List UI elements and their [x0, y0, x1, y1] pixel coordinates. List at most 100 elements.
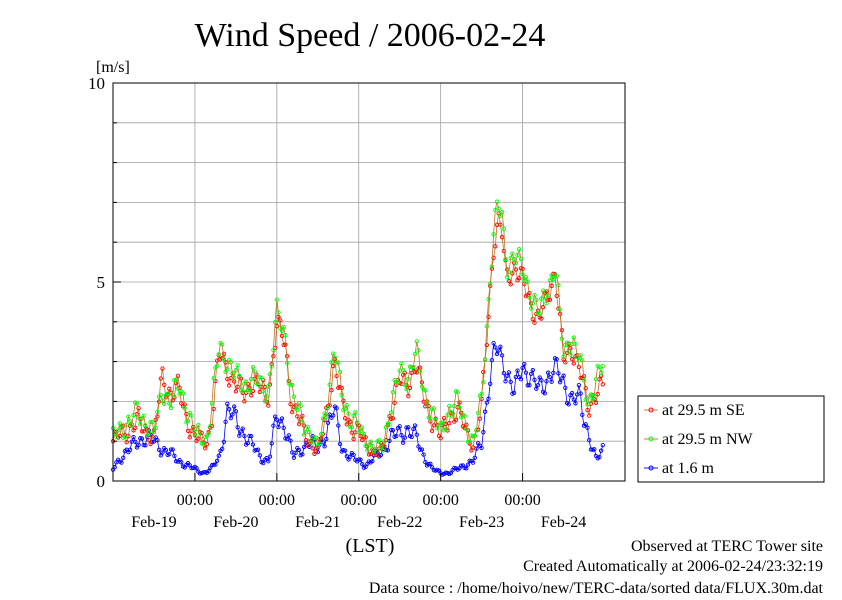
data-point	[129, 422, 134, 427]
data-point	[187, 435, 192, 440]
data-point	[153, 417, 158, 423]
data-point	[406, 394, 411, 399]
data-point	[520, 266, 525, 271]
data-point	[440, 420, 445, 425]
data-point	[247, 389, 252, 395]
data-point	[546, 297, 551, 303]
data-point	[452, 403, 457, 409]
data-point	[194, 426, 199, 432]
data-point	[296, 421, 302, 427]
data-point	[320, 416, 326, 421]
data-point	[170, 398, 175, 403]
data-point	[368, 439, 373, 444]
data-point	[486, 396, 491, 401]
data-point	[310, 441, 315, 446]
data-point	[158, 392, 163, 398]
data-point	[143, 443, 148, 448]
legend-label: at 29.5 m NW	[662, 431, 754, 448]
data-point	[249, 393, 254, 398]
data-point	[133, 425, 138, 430]
data-point	[293, 450, 298, 455]
data-point	[578, 375, 583, 381]
data-point	[148, 441, 153, 447]
data-point	[568, 346, 573, 351]
data-point	[387, 422, 392, 427]
data-point	[464, 466, 469, 471]
data-point	[156, 447, 162, 452]
data-point	[587, 437, 592, 443]
data-point	[194, 466, 199, 471]
data-point	[534, 386, 539, 391]
data-point	[505, 373, 510, 378]
data-point	[557, 307, 563, 312]
data-point	[518, 256, 524, 261]
data-point	[160, 398, 165, 403]
data-point	[300, 413, 305, 419]
data-point	[214, 358, 220, 363]
data-point	[515, 252, 520, 258]
data-point	[240, 426, 245, 431]
data-point	[274, 297, 279, 302]
data-point	[481, 430, 486, 435]
data-point	[501, 248, 506, 254]
data-point	[284, 360, 290, 366]
data-point	[235, 425, 240, 430]
data-point	[528, 306, 534, 311]
data-point	[298, 403, 303, 409]
data-point	[276, 424, 281, 430]
data-point	[158, 376, 163, 381]
data-point	[546, 293, 551, 298]
data-point	[491, 340, 496, 346]
date-label: Feb-19	[131, 514, 176, 531]
data-point	[331, 351, 336, 356]
data-point	[467, 458, 472, 463]
data-point	[216, 352, 221, 357]
data-point	[351, 413, 356, 419]
data-point	[370, 444, 375, 449]
data-point	[346, 411, 351, 416]
data-point	[136, 406, 141, 411]
data-point	[583, 422, 588, 427]
data-point	[447, 421, 452, 426]
data-point	[119, 425, 124, 430]
data-point	[493, 207, 498, 213]
data-point	[564, 340, 570, 345]
data-point	[271, 354, 276, 359]
data-point	[279, 328, 285, 333]
data-point	[342, 406, 348, 411]
data-point	[493, 244, 498, 249]
data-point	[307, 430, 312, 435]
data-point	[375, 452, 380, 457]
data-point	[554, 357, 559, 362]
data-point	[175, 386, 181, 391]
data-point	[423, 459, 428, 465]
data-point	[394, 433, 399, 439]
data-point	[499, 353, 505, 358]
data-point	[575, 354, 580, 360]
data-point	[196, 436, 201, 441]
data-point	[551, 277, 556, 282]
data-point	[544, 301, 549, 306]
data-point	[486, 296, 491, 302]
legend-label: at 29.5 m SE	[662, 402, 745, 419]
data-point	[155, 409, 160, 415]
data-point	[354, 420, 360, 425]
data-point	[503, 257, 508, 262]
data-point	[228, 360, 233, 365]
data-point	[170, 447, 175, 452]
x-tick-label: 00:00	[341, 492, 377, 509]
data-point	[211, 462, 216, 467]
data-point	[389, 410, 394, 415]
data-point	[162, 401, 167, 406]
data-point	[264, 394, 269, 399]
data-point	[508, 282, 513, 287]
data-point	[423, 388, 428, 393]
data-point	[520, 272, 525, 277]
data-point	[385, 448, 390, 453]
data-point	[243, 379, 249, 384]
data-point	[477, 416, 483, 421]
date-label: Feb-21	[295, 514, 340, 531]
data-point	[448, 409, 454, 415]
data-point	[254, 372, 259, 377]
data-point	[459, 463, 464, 468]
